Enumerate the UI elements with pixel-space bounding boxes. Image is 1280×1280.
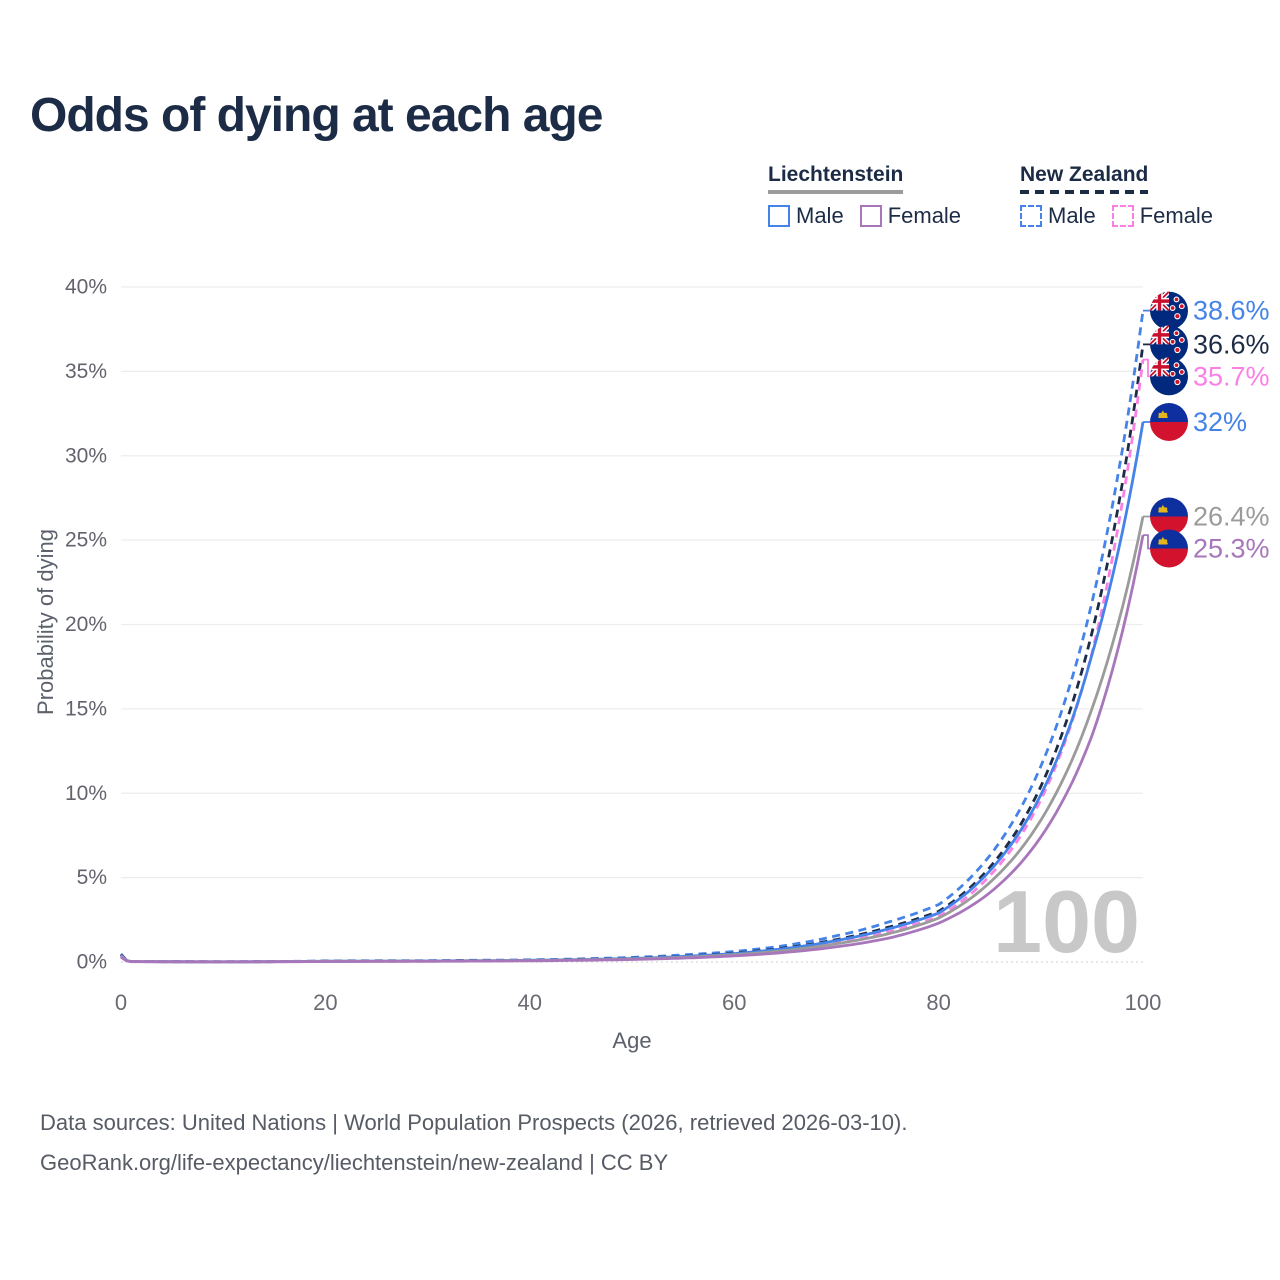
y-tick-label: 30% (65, 444, 107, 467)
legend-header-label: Liechtenstein (768, 163, 904, 186)
x-tick-label: 40 (518, 990, 542, 1015)
end-label-liechtenstein-both-sexes: 26.4% (1193, 502, 1270, 532)
y-tick-label: 40% (65, 276, 107, 299)
leader-line (1143, 358, 1151, 378)
end-label-new-zealand-female: 35.7% (1193, 361, 1270, 391)
leader-line (1143, 534, 1151, 550)
legend-item-new-zealand-female: Female (1111, 202, 1214, 229)
series-lines (119, 310, 1145, 964)
nz-flag-icon (1150, 357, 1188, 395)
label-leader-lines (1143, 309, 1151, 550)
legend-item-liechtenstein-male: Male (768, 203, 844, 229)
y-axis-title: Probability of dying (33, 529, 58, 715)
line-swatch-icon (859, 204, 882, 227)
legend-group-liechtenstein: Liechtenstein Male Female (768, 163, 977, 229)
legend-item-label: Male (796, 202, 844, 228)
line-swatch-icon (768, 204, 790, 227)
legend-header-label: New Zealand (1020, 163, 1149, 186)
series-line-liechtenstein-both-sexes (120, 516, 1145, 964)
page-title: Odds of dying at each age (30, 89, 603, 142)
legend-item-new-zealand-male: Male (1020, 203, 1096, 229)
age-watermark-layer: 100 (993, 872, 1140, 971)
legend-group-new-zealand: New Zealand Male Female (1020, 163, 1229, 229)
x-tick-label: 60 (722, 990, 746, 1015)
series-line-new-zealand-male (119, 310, 1145, 964)
y-tick-label: 20% (65, 613, 107, 636)
series-line-liechtenstein-female (120, 534, 1145, 964)
x-axis-title: Age (612, 1028, 652, 1053)
end-label-liechtenstein-female: 25.3% (1193, 534, 1270, 564)
li-flag-icon (1150, 530, 1188, 568)
end-label-new-zealand-both-sexes: 36.6% (1193, 329, 1270, 359)
y-tick-label: 25% (65, 529, 107, 552)
legend-item-label: Male (1048, 202, 1096, 228)
legend-header-new-zealand: New Zealand (1020, 163, 1149, 194)
footer-data-sources: Data sources: United Nations | World Pop… (40, 1110, 908, 1135)
gridlines (121, 286, 1143, 963)
li-flag-icon (1150, 403, 1188, 441)
x-tick-label: 80 (926, 990, 950, 1015)
nz-flag-icon (1150, 292, 1188, 330)
y-tick-label: 35% (65, 360, 107, 383)
end-label-liechtenstein-male: 32% (1193, 407, 1247, 437)
x-tick-label: 100 (1125, 990, 1162, 1015)
legend-underline-dashed (1020, 190, 1149, 194)
age-watermark: 100 (993, 872, 1140, 971)
y-tick-label: 5% (77, 866, 107, 889)
legend-underline-solid (768, 190, 904, 194)
y-tick-label: 15% (65, 697, 107, 720)
legend-item-label: Female (1139, 202, 1214, 228)
legend-item-liechtenstein-female: Female (859, 202, 962, 229)
legend-item-label: Female (887, 202, 962, 228)
axis-tick-labels: 0% 5% 10% 15% 20% 25% 30% 35% 40% 0 20 40 60 80 100 (65, 276, 1161, 1016)
end-label-new-zealand-male: 38.6% (1193, 296, 1270, 326)
dashed-line-swatch-icon (1111, 204, 1134, 227)
footer-attribution: GeoRank.org/life-expectancy/liechtenstei… (40, 1150, 669, 1175)
end-value-labels: 38.6%36.6%35.7% 32% 26.4%25.3% (1193, 296, 1270, 564)
legend-header-liechtenstein: Liechtenstein (768, 163, 904, 194)
y-tick-label: 10% (65, 782, 107, 805)
y-tick-label: 0% (77, 951, 107, 974)
x-tick-label: 20 (313, 990, 337, 1015)
flag-markers (1150, 292, 1188, 568)
x-tick-label: 0 (115, 990, 127, 1015)
dashed-line-swatch-icon (1020, 204, 1042, 227)
